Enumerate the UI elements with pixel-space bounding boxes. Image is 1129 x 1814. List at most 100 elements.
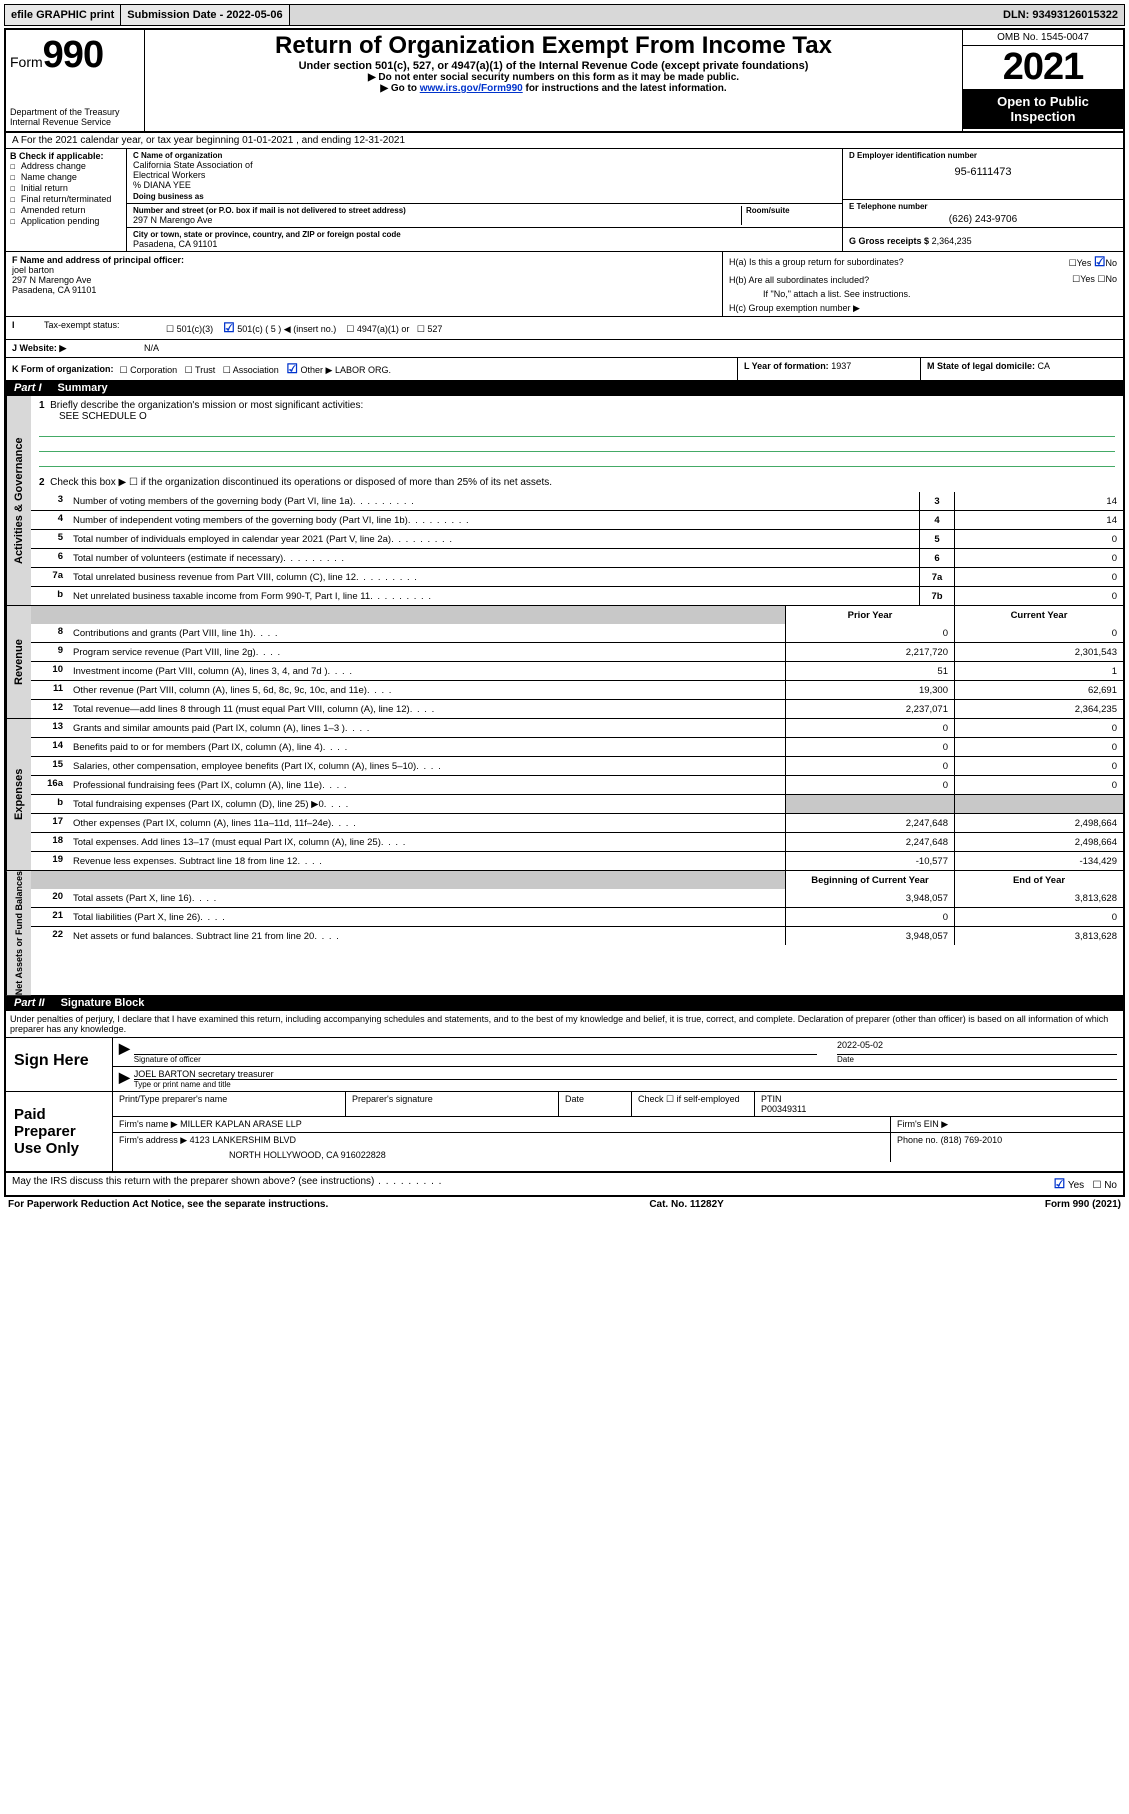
part-ii-num: Part II (14, 997, 45, 1009)
prior-value: 0 (785, 719, 954, 737)
summary-line: 9 Program service revenue (Part VIII, li… (31, 642, 1123, 661)
sig-date-label: Date (837, 1055, 1117, 1064)
chk-final-return[interactable]: ☐ Final return/terminated (10, 194, 122, 205)
line-num: 9 (31, 643, 69, 661)
line-text: Total revenue—add lines 8 through 11 (mu… (69, 700, 785, 718)
current-value: 2,364,235 (954, 700, 1123, 718)
footer-right: Form 990 (2021) (1045, 1199, 1121, 1210)
sig-name-value: JOEL BARTON secretary treasurer (134, 1069, 1117, 1080)
part-i-title: Summary (58, 382, 108, 394)
net-assets-tab: Net Assets or Fund Balances (6, 871, 31, 995)
summary-line: 4 Number of independent voting members o… (31, 510, 1123, 529)
chk-initial-return[interactable]: ☐ Initial return (10, 183, 122, 194)
part-ii-title: Signature Block (61, 997, 145, 1009)
firm-name-label: Firm's name ▶ (119, 1119, 178, 1129)
h-b-note: If "No," attach a list. See instructions… (723, 287, 1123, 301)
footer-mid: Cat. No. 11282Y (649, 1199, 723, 1210)
sig-officer-label: Signature of officer (134, 1055, 817, 1064)
goto-prefix: ▶ Go to (380, 83, 419, 94)
current-value: 3,813,628 (954, 927, 1123, 945)
line1-text: Briefly describe the organization's miss… (50, 400, 363, 411)
section-fgh: F Name and address of principal officer:… (6, 252, 1123, 317)
chk-amended[interactable]: ☐ Amended return (10, 205, 122, 216)
dln-label: DLN: 93493126015322 (997, 5, 1124, 25)
line-num: 11 (31, 681, 69, 699)
summary-line: b Net unrelated business taxable income … (31, 586, 1123, 605)
line-box-num: 4 (919, 511, 954, 529)
line-num: 18 (31, 833, 69, 851)
line-num: 17 (31, 814, 69, 832)
summary-line: 22 Net assets or fund balances. Subtract… (31, 926, 1123, 945)
sig-name-label: Type or print name and title (134, 1080, 1117, 1089)
tax-status-options[interactable]: ☐ 501(c)(3) ☑ 501(c) ( 5 ) ◀ (insert no.… (160, 317, 1123, 339)
line-num: 20 (31, 889, 69, 907)
line-num: 19 (31, 852, 69, 870)
sign-arrow-icon-2: ▶ (119, 1069, 130, 1089)
efile-button[interactable]: efile GRAPHIC print (5, 5, 121, 25)
line-num: 21 (31, 908, 69, 926)
prep-sig-header: Preparer's signature (346, 1092, 559, 1116)
addr-label: Number and street (or P.O. box if mail i… (133, 206, 741, 215)
chk-app-pending[interactable]: ☐ Application pending (10, 216, 122, 227)
prep-self-emp[interactable]: Check ☐ if self-employed (632, 1092, 755, 1116)
ein-label: D Employer identification number (849, 151, 1117, 160)
line-value: 0 (954, 530, 1123, 548)
gross-receipts-label: G Gross receipts $ (849, 236, 929, 246)
org-name-line1: California State Association of (133, 160, 836, 170)
submission-date-button[interactable]: Submission Date - 2022-05-06 (121, 5, 289, 25)
discuss-yes-no[interactable]: ☑ Yes ☐ No (1054, 1176, 1117, 1192)
part-ii-header: Part II Signature Block (6, 995, 1123, 1011)
part-i-header: Part I Summary (6, 380, 1123, 396)
current-value: 2,498,664 (954, 814, 1123, 832)
prior-year-header: Prior Year (785, 606, 954, 624)
governance-tab: Activities & Governance (6, 396, 31, 605)
prior-value: 2,247,648 (785, 814, 954, 832)
dba-label: Doing business as (133, 192, 836, 201)
line-num: b (31, 795, 69, 813)
line-text: Total unrelated business revenue from Pa… (69, 568, 919, 586)
summary-line: 11 Other revenue (Part VIII, column (A),… (31, 680, 1123, 699)
org-city: Pasadena, CA 91101 (133, 239, 836, 249)
row-a-tax-year: A For the 2021 calendar year, or tax yea… (6, 133, 1123, 149)
box-h-group: H(a) Is this a group return for subordin… (723, 252, 1123, 316)
tax-status-label: Tax-exempt status: (38, 317, 160, 339)
line-num: 5 (31, 530, 69, 548)
form-header: Form990 Department of the Treasury Inter… (6, 30, 1123, 133)
line-num: b (31, 587, 69, 605)
current-value: 0 (954, 624, 1123, 642)
chk-name-change[interactable]: ☐ Name change (10, 172, 122, 183)
officer-city: Pasadena, CA 91101 (12, 285, 716, 295)
col-header-row: Prior Year Current Year (31, 606, 1123, 624)
city-label: City or town, state or province, country… (133, 230, 836, 239)
prior-value: 2,247,648 (785, 833, 954, 851)
line2-text: Check this box ▶ ☐ if the organization d… (50, 477, 552, 488)
h-a-yes-no[interactable]: ☐Yes ☑No (1069, 254, 1117, 270)
form-subtitle-3: ▶ Go to www.irs.gov/Form990 for instruct… (153, 83, 954, 94)
summary-line: 19 Revenue less expenses. Subtract line … (31, 851, 1123, 870)
prior-value (785, 795, 954, 813)
k-options[interactable]: ☐ Corporation ☐ Trust ☐ Association ☑ Ot… (120, 361, 391, 377)
perjury-declaration: Under penalties of perjury, I declare th… (6, 1011, 1123, 1037)
line-box-num: 3 (919, 492, 954, 510)
section-bcd: B Check if applicable: ☐ Address change … (6, 149, 1123, 252)
instructions-link[interactable]: www.irs.gov/Form990 (420, 83, 523, 94)
website-value: N/A (138, 340, 165, 357)
prior-value: 3,948,057 (785, 889, 954, 907)
line-value: 0 (954, 549, 1123, 567)
begin-year-header: Beginning of Current Year (785, 871, 954, 889)
prep-date-header: Date (559, 1092, 632, 1116)
line-num: 14 (31, 738, 69, 756)
summary-line: 8 Contributions and grants (Part VIII, l… (31, 624, 1123, 642)
expenses-tab: Expenses (6, 719, 31, 870)
current-value: 0 (954, 757, 1123, 775)
line-text: Total liabilities (Part X, line 26) (69, 908, 785, 926)
discuss-row: May the IRS discuss this return with the… (6, 1172, 1123, 1195)
h-b-yes-no[interactable]: ☐Yes ☐No (1072, 274, 1117, 285)
current-value (954, 795, 1123, 813)
line-value: 14 (954, 511, 1123, 529)
line-num: 22 (31, 927, 69, 945)
box-f-officer: F Name and address of principal officer:… (6, 252, 723, 316)
current-value: 1 (954, 662, 1123, 680)
prior-value: 0 (785, 776, 954, 794)
chk-address-change[interactable]: ☐ Address change (10, 161, 122, 172)
